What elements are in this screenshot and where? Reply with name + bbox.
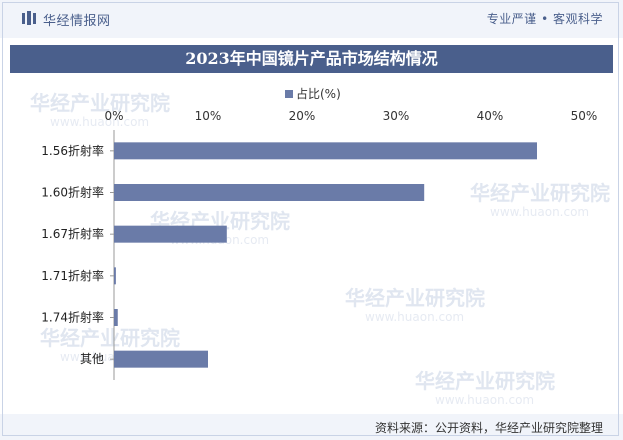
y-category-label: 其他 [80, 352, 104, 366]
logo-icon [22, 11, 36, 25]
watermark-url: www.huaon.com [435, 393, 534, 407]
x-axis-ticks: 0% 10% 20% 30% 40% 50% [104, 109, 597, 123]
bar [114, 225, 227, 243]
watermark-text: 华经产业研究院 [40, 326, 180, 350]
x-tick-label: 20% [289, 109, 316, 123]
outer-frame [2, 2, 619, 436]
bars [114, 142, 537, 368]
y-category-label: 1.56折射率 [41, 143, 104, 158]
brand-name: 华经情报网 [43, 14, 111, 29]
watermark-text: 华经产业研究院 [345, 286, 485, 310]
watermark-text: 华经产业研究院 [470, 181, 610, 205]
legend-swatch [285, 89, 293, 98]
watermark-url: www.huaon.com [490, 205, 589, 219]
source-text: 资料来源：公开资料，华经产业研究院整理 [374, 421, 603, 435]
y-category-label: 1.67折射率 [41, 226, 104, 241]
chart-legend: 占比(%) [285, 85, 341, 102]
header-bar: 华经情报网 专业严谨 • 客观科学 [0, 0, 623, 38]
watermark-url: www.huaon.com [50, 115, 149, 129]
x-tick-label: 10% [195, 109, 222, 123]
bar [114, 142, 537, 160]
y-category-label: 1.60折射率 [41, 185, 104, 200]
y-category-label: 1.71折射率 [41, 268, 104, 283]
bar [114, 350, 208, 368]
watermark-url: www.huaon.com [365, 310, 464, 324]
chart-title: 2023年中国镜片产品市场结构情况 [10, 45, 613, 73]
bar [114, 267, 116, 285]
legend-label: 占比(%) [296, 87, 341, 101]
x-tick-label: 50% [571, 109, 598, 123]
x-tick-label: 0% [104, 109, 123, 123]
bar [114, 184, 425, 201]
y-category-label: 1.74折射率 [41, 310, 104, 325]
x-tick-label: 40% [477, 109, 504, 123]
watermark-text: 华经产业研究院 [415, 369, 555, 393]
x-tick-label: 30% [383, 109, 410, 123]
bar [114, 309, 118, 326]
tagline: 专业严谨 • 客观科学 [486, 12, 603, 26]
watermark-text: 华经产业研究院 [30, 91, 170, 115]
